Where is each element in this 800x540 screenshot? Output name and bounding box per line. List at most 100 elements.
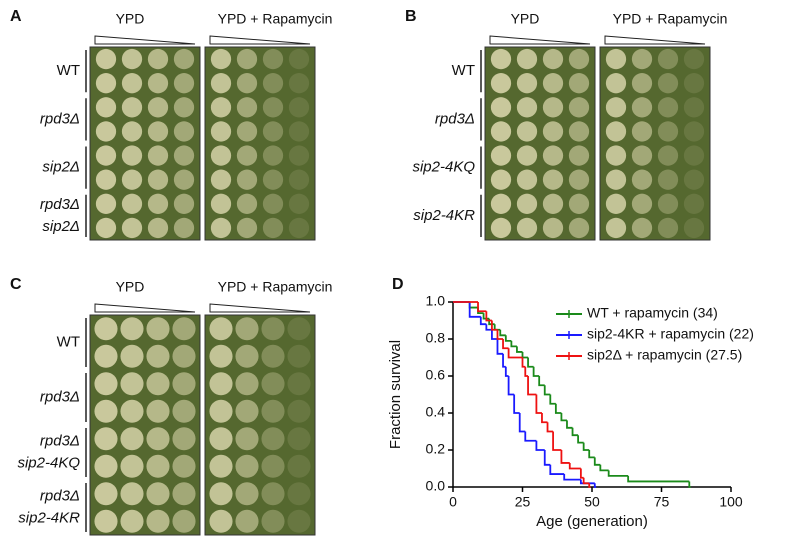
strain-label: sip2-4KR [18,509,80,526]
spot [568,48,590,70]
spot [121,48,143,70]
spot [209,509,233,533]
spot [120,509,144,533]
spot [121,193,143,214]
column-label: YPD + Rapamycin [613,11,728,27]
survival-step [552,431,562,451]
survival-step [560,413,567,422]
spot [235,372,259,396]
spot [95,48,117,70]
spot [683,193,705,214]
spot [657,217,679,239]
spot [261,454,285,478]
spot [657,169,679,190]
survival-step [579,479,595,485]
spot [605,145,627,166]
column-label: YPD [116,279,145,295]
x-axis-title: Age (generation) [536,513,648,530]
spot [542,169,564,190]
spot [568,217,590,239]
survival-step [566,420,573,429]
spot [287,399,311,423]
spot [657,193,679,214]
column-label: YPD + Rapamycin [218,279,333,295]
survival-step [579,468,584,479]
spot [210,145,232,166]
spot [120,317,144,341]
strain-label: sip2-4KQ [17,454,80,471]
spot [261,427,285,451]
spot [95,121,117,142]
spot [261,482,285,506]
spot [542,97,564,118]
spot [235,399,259,423]
survival-step [554,403,562,414]
survival-step [502,353,506,368]
x-tick-label: 25 [515,494,531,510]
spot [94,482,118,506]
panel-letter: D [392,276,404,293]
survival-step [549,394,556,405]
spot [95,193,117,214]
spot [94,399,118,423]
panel-letter: B [405,8,417,25]
legend-label: WT + rapamycin (34) [587,305,718,321]
spot [146,344,170,368]
survival-step [543,385,551,396]
spot [95,217,117,239]
spot [261,399,285,423]
spot [209,427,233,451]
spot [262,97,284,118]
spot [288,73,310,94]
x-tick-label: 0 [449,494,457,510]
strain-label: rpd3Δ [40,432,80,449]
spot [120,427,144,451]
spot [209,454,233,478]
strain-label: rpd3Δ [435,110,475,127]
spot [147,73,169,94]
survival-step [527,376,537,396]
spot [683,145,705,166]
spot [516,97,538,118]
survival-step [524,366,529,377]
spot [683,73,705,94]
spot [568,169,590,190]
spot [683,48,705,70]
strain-label: rpd3Δ [40,487,80,504]
spot [683,217,705,239]
spot [288,145,310,166]
survival-step [491,329,498,340]
spot [121,121,143,142]
spot [236,193,258,214]
spot [210,73,232,94]
strain-label: rpd3Δ [40,110,80,127]
spot [210,48,232,70]
spot [146,509,170,533]
spot [657,145,679,166]
y-axis-title: Fraction survival [387,340,404,449]
spot [95,73,117,94]
survival-step [485,324,492,331]
spot [490,73,512,94]
strain-label: WT [57,333,80,350]
survival-step [541,413,548,424]
spot [172,454,196,478]
survival-step [549,464,565,475]
spot [146,372,170,396]
spot [236,217,258,239]
survival-step [516,346,523,353]
survival-step [504,366,509,377]
survival-step [560,450,570,464]
spot [210,169,232,190]
spot [235,317,259,341]
spot [147,217,169,239]
spot [542,193,564,214]
spot [542,145,564,166]
spot [173,97,195,118]
spot [95,145,117,166]
survival-step [599,464,609,472]
panel-letter: C [10,276,22,293]
spot [288,121,310,142]
spot [287,454,311,478]
spot [173,121,195,142]
